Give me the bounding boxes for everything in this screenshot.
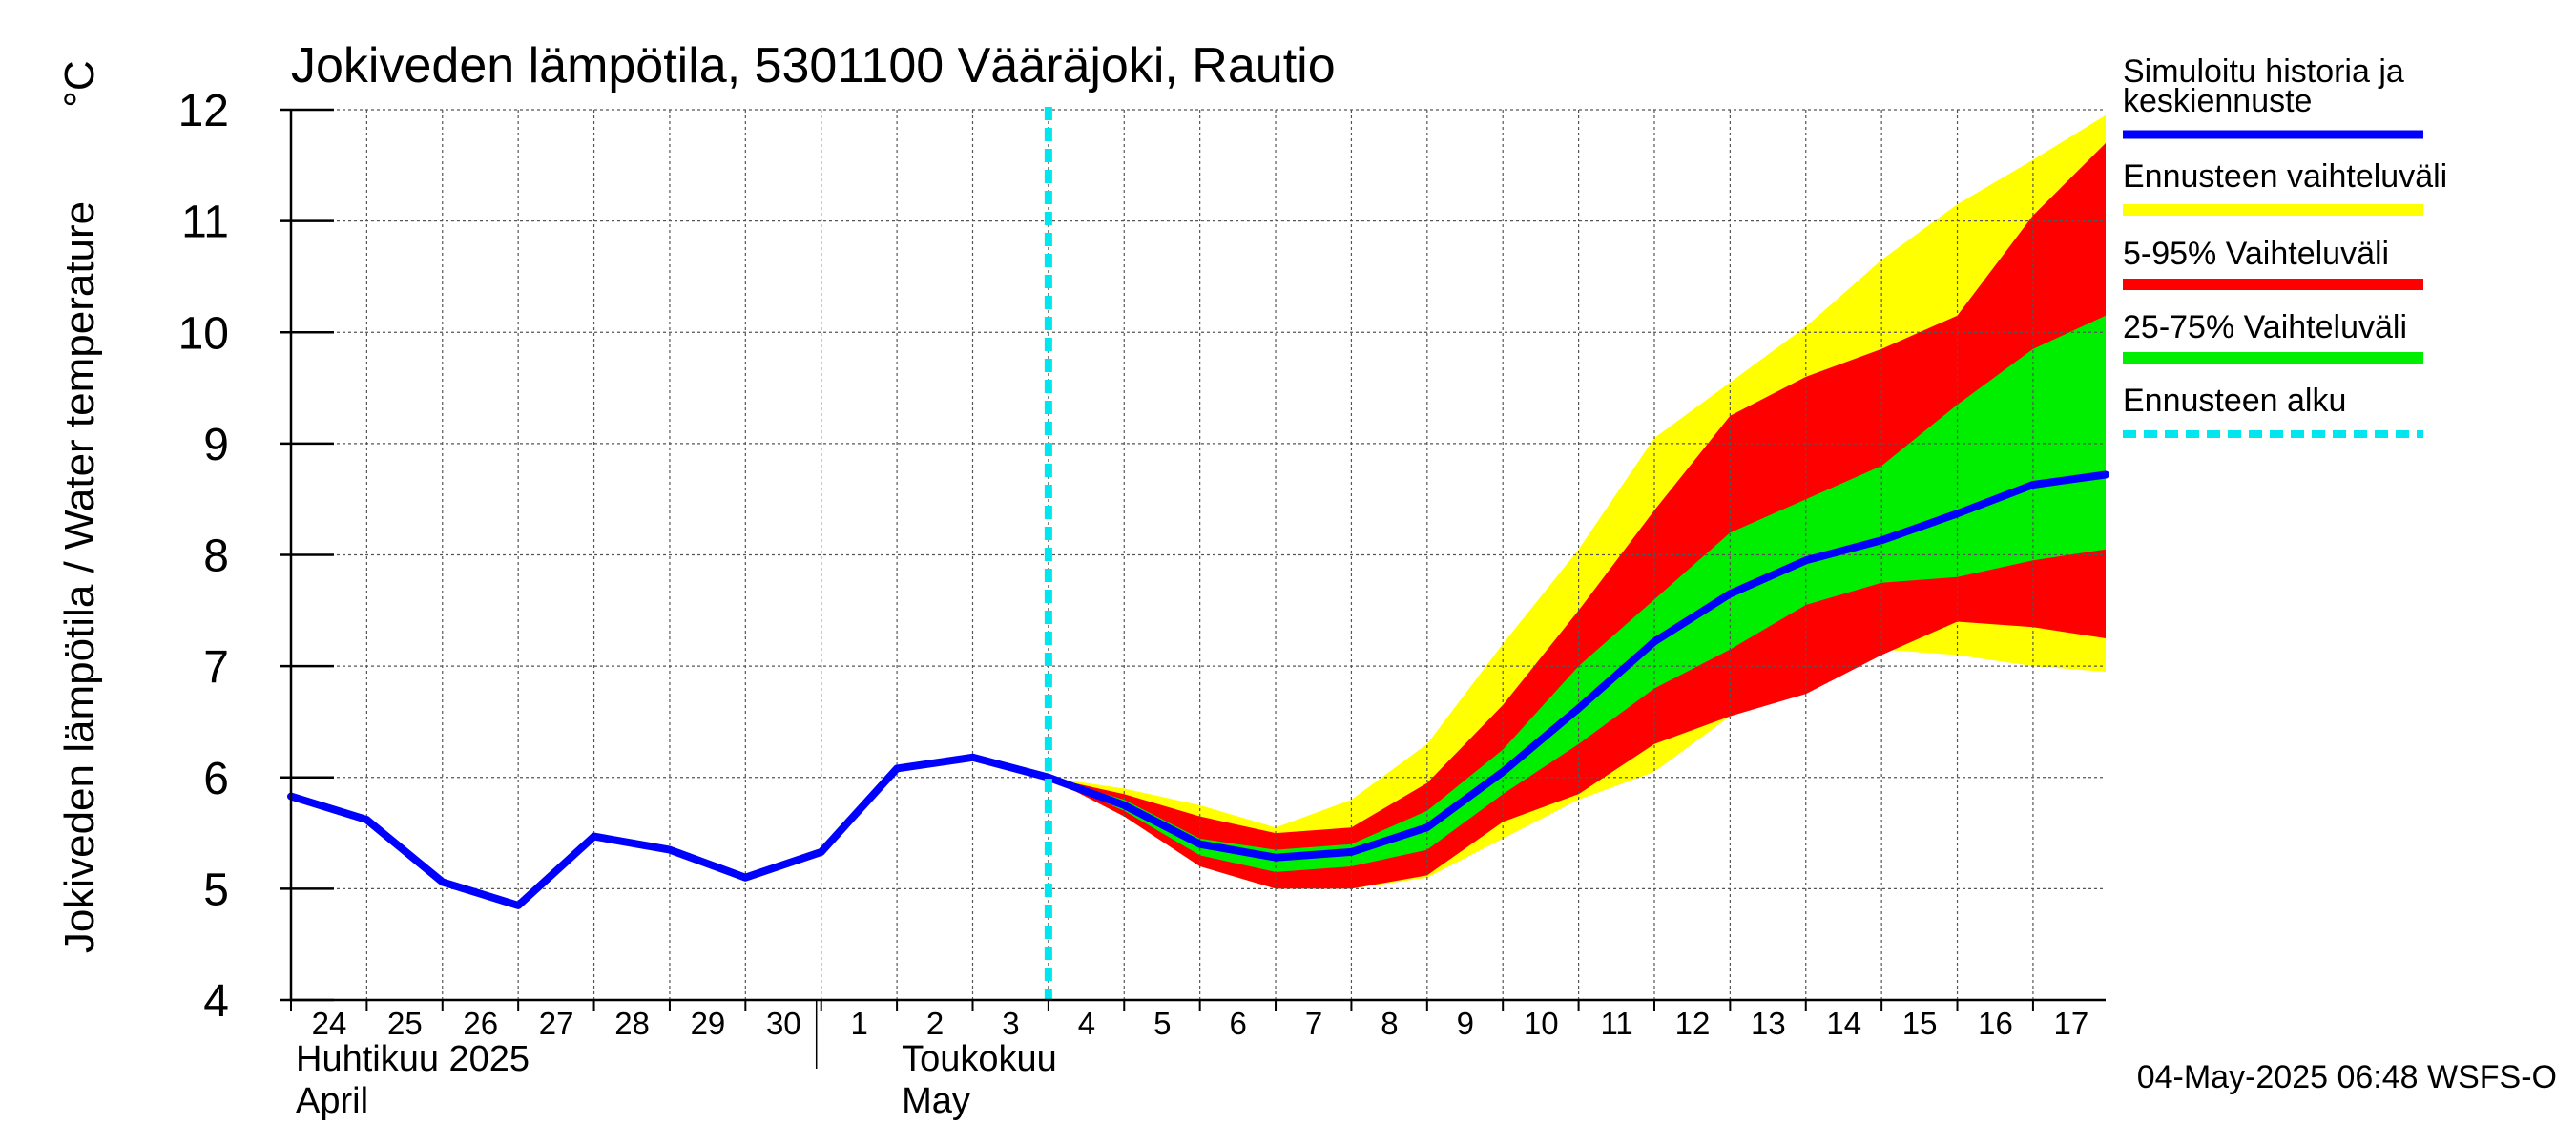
month-label-en: April xyxy=(296,1081,368,1121)
y-tick-label: 8 xyxy=(203,531,229,582)
y-tick-label: 11 xyxy=(181,198,229,248)
y-tick-label: 12 xyxy=(178,86,229,136)
band-1 xyxy=(1048,114,2106,889)
y-tick-label: 4 xyxy=(203,976,229,1027)
x-tick-label: 16 xyxy=(1978,1006,2013,1041)
month-label: Toukokuu xyxy=(902,1039,1057,1079)
x-tick-label: 30 xyxy=(766,1006,801,1041)
series-lines xyxy=(287,107,2109,1000)
y-tick-label: 7 xyxy=(203,642,229,693)
chart-title: Jokiveden lämpötila, 5301100 Vääräjoki, … xyxy=(291,38,1336,94)
x-tick-label: 5 xyxy=(1153,1006,1171,1041)
x-tick-label: 8 xyxy=(1381,1006,1398,1041)
x-tick-label: 28 xyxy=(614,1006,650,1041)
legend-label: Ennusteen vaihteluväli xyxy=(2123,158,2447,195)
month-label: Huhtikuu 2025 xyxy=(296,1039,530,1079)
legend-label: Simuloitu historia ja xyxy=(2123,53,2404,90)
x-tick-label: 7 xyxy=(1305,1006,1322,1041)
y-tick-label: 6 xyxy=(203,754,229,804)
timestamp-footer: 04-May-2025 06:48 WSFS-O xyxy=(2137,1059,2557,1095)
y-tick-label: 9 xyxy=(203,420,229,470)
y-axis-unit: °C xyxy=(56,60,103,107)
x-tick-label: 4 xyxy=(1078,1006,1095,1041)
x-tick-label: 13 xyxy=(1751,1006,1786,1041)
history-line xyxy=(287,753,1052,909)
axes xyxy=(280,108,2106,1069)
x-tick-label: 14 xyxy=(1826,1006,1861,1041)
legend-label: Ennusteen alku xyxy=(2123,383,2346,419)
grid-lines xyxy=(291,109,2106,1000)
x-tick-label: 12 xyxy=(1675,1006,1711,1041)
legend-label: 25-75% Vaihteluväli xyxy=(2123,309,2407,345)
legend-label: 5-95% Vaihteluväli xyxy=(2123,236,2389,272)
y-tick-label: 5 xyxy=(203,864,229,915)
y-tick-label: 10 xyxy=(178,308,229,359)
x-tick-label: 3 xyxy=(1002,1006,1019,1041)
x-tick-label: 10 xyxy=(1524,1006,1559,1041)
x-tick-label: 24 xyxy=(312,1006,347,1041)
x-tick-label: 15 xyxy=(1902,1006,1938,1041)
x-tick-label: 25 xyxy=(387,1006,423,1041)
x-tick-label: 11 xyxy=(1600,1006,1632,1041)
x-tick-label: 27 xyxy=(539,1006,574,1041)
x-tick-label: 6 xyxy=(1229,1006,1246,1041)
y-axis-label: Jokiveden lämpötila / Water temperature xyxy=(56,201,103,953)
x-tick-label: 2 xyxy=(926,1006,944,1041)
x-tick-label: 29 xyxy=(691,1006,726,1041)
x-tick-label: 1 xyxy=(851,1006,868,1041)
x-tick-label: 9 xyxy=(1457,1006,1474,1041)
x-tick-label: 17 xyxy=(2054,1006,2089,1041)
month-label-en: May xyxy=(902,1081,970,1121)
x-tick-label: 26 xyxy=(463,1006,498,1041)
forecast-median-line xyxy=(1044,470,2109,862)
legend-label: keskiennuste xyxy=(2123,83,2312,119)
